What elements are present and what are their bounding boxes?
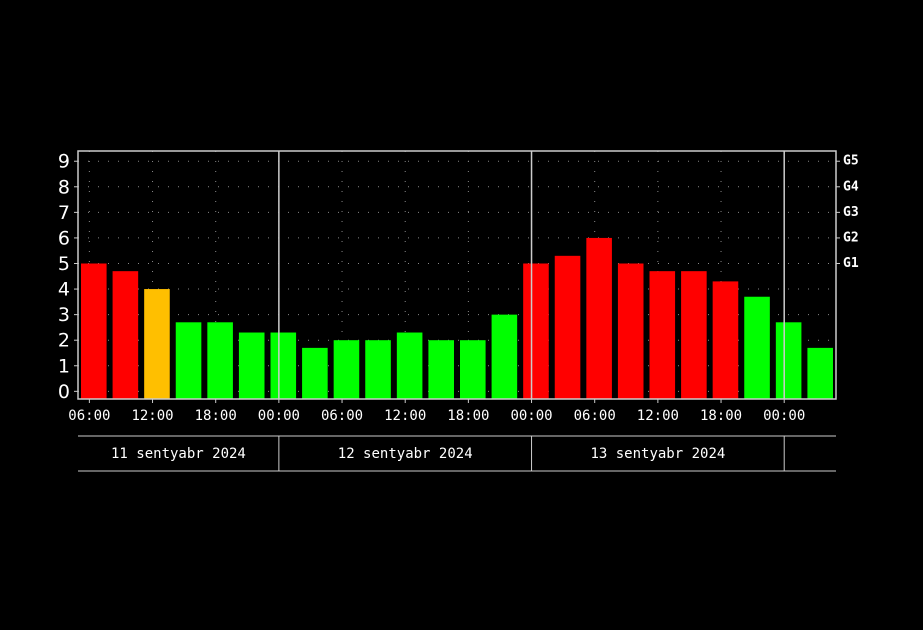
y-tick-label: 1 (58, 355, 70, 377)
y2-tick-label: G4 (843, 179, 859, 194)
y-tick-label: 6 (58, 227, 70, 249)
bar (302, 347, 328, 399)
plot-frame (77, 150, 837, 400)
bar (112, 271, 139, 399)
y2-tick-label: G1 (843, 256, 859, 271)
x-tick-label: 18:00 (447, 408, 489, 424)
y-tick-label: 5 (58, 253, 70, 275)
y-tick-label: 2 (58, 330, 70, 352)
y-tick-label: 4 (58, 279, 70, 301)
bar (365, 340, 391, 399)
x-tick-label: 06:00 (574, 408, 616, 424)
bar (460, 340, 486, 399)
y-tick-label: 0 (58, 381, 70, 403)
x-tick-label: 12:00 (637, 408, 679, 424)
bar (649, 271, 676, 399)
x-tick-label: 18:00 (700, 408, 742, 424)
y-tick-label: 9 (58, 151, 70, 173)
date-label: 12 sentyabr 2024 (338, 446, 473, 462)
bar (175, 322, 202, 399)
x-tick-label: 00:00 (258, 408, 300, 424)
bar (586, 237, 612, 399)
date-label: 13 sentyabr 2024 (590, 446, 725, 462)
y-tick-label: 7 (58, 202, 70, 224)
bar (712, 281, 739, 399)
bar (744, 296, 770, 399)
bar (681, 271, 707, 399)
y2-tick-label: G3 (843, 205, 859, 220)
bar (396, 332, 423, 399)
bar (775, 322, 802, 399)
bar (238, 332, 265, 399)
bar (491, 314, 518, 399)
x-tick-label: 12:00 (131, 408, 173, 424)
bar (523, 263, 549, 399)
y2-tick-label: G5 (843, 154, 859, 169)
bar (554, 255, 581, 399)
bar (428, 340, 454, 399)
y-tick-label: 3 (58, 304, 70, 326)
date-label: 11 sentyabr 2024 (111, 446, 246, 462)
bar (207, 322, 233, 399)
bar (807, 347, 833, 399)
y-tick-label: 8 (58, 176, 70, 198)
bar (333, 340, 360, 399)
bar (270, 332, 297, 399)
bar (617, 263, 644, 399)
x-tick-label: 00:00 (510, 408, 552, 424)
bar (81, 263, 107, 399)
x-tick-label: 06:00 (68, 408, 110, 424)
x-tick-label: 06:00 (321, 408, 363, 424)
x-tick-label: 18:00 (195, 408, 237, 424)
x-tick-label: 00:00 (763, 408, 805, 424)
bar (144, 289, 170, 399)
x-tick-label: 12:00 (384, 408, 426, 424)
y2-tick-label: G2 (843, 230, 859, 245)
